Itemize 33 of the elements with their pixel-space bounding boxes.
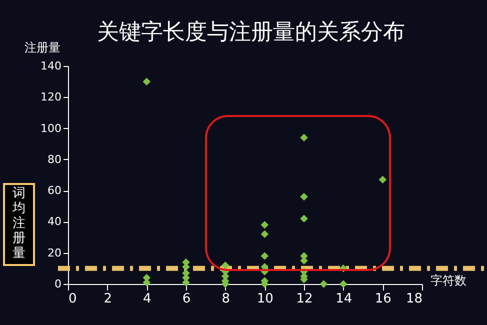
chart-title: 关键字长度与注册量的关系分布 bbox=[97, 20, 405, 45]
y-tick-label: 60 bbox=[48, 184, 62, 198]
ref-line-label: 词均注册量 bbox=[12, 186, 26, 261]
x-tick-label: 6 bbox=[182, 292, 191, 306]
x-tick-label: 2 bbox=[104, 292, 112, 306]
x-tick-label: 14 bbox=[336, 292, 352, 306]
point bbox=[260, 230, 269, 238]
point bbox=[339, 280, 348, 288]
y-tick-label: 40 bbox=[48, 215, 62, 228]
point bbox=[260, 220, 269, 229]
y-tick-label: 140 bbox=[40, 60, 62, 72]
x-tick-label: 8 bbox=[222, 292, 230, 306]
y-axis-title: 注册量 bbox=[24, 40, 60, 54]
point bbox=[300, 192, 308, 201]
x-tick-label: 18 bbox=[406, 292, 422, 306]
y-tick-label: 0 bbox=[54, 278, 62, 290]
point bbox=[221, 261, 230, 270]
y-tick-label: 80 bbox=[48, 152, 62, 166]
point bbox=[300, 134, 308, 142]
point bbox=[142, 78, 151, 86]
x-tick-label: 10 bbox=[256, 292, 274, 306]
point bbox=[320, 280, 328, 288]
x-axis-title: 字符数 bbox=[430, 274, 466, 288]
point bbox=[300, 214, 308, 222]
point bbox=[260, 252, 269, 260]
x-tick-label: 12 bbox=[296, 292, 313, 306]
y-tick-label: 100 bbox=[40, 122, 62, 135]
point bbox=[378, 176, 387, 184]
x-tick-label: 4 bbox=[143, 292, 152, 306]
x-tick-label: 0 bbox=[68, 292, 77, 306]
y-tick-label: 120 bbox=[40, 90, 62, 104]
x-tick-label: 16 bbox=[374, 292, 392, 306]
y-tick-label: 20 bbox=[48, 246, 62, 260]
